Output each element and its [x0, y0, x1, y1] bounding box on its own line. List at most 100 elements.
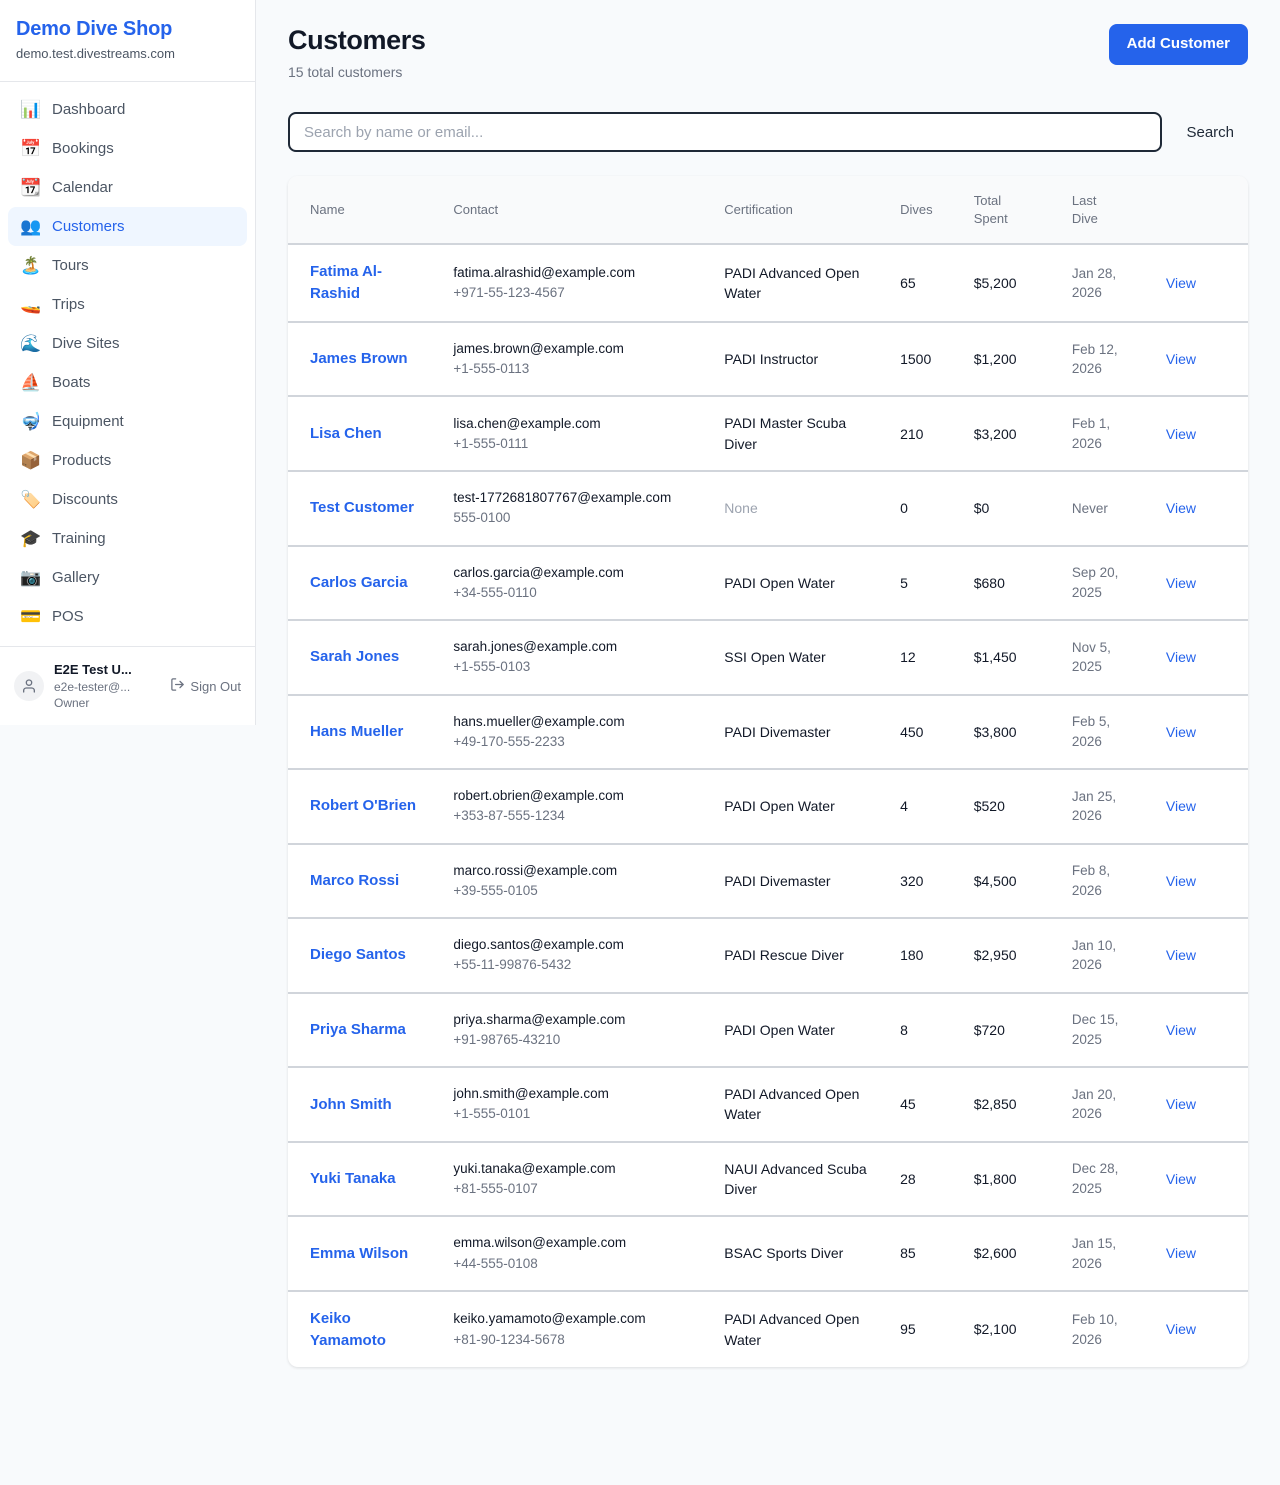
customer-count: 15 total customers: [288, 64, 403, 81]
column-header-last-dive: Last Dive: [1059, 176, 1154, 246]
customer-phone: +49-170-555-2233: [453, 733, 565, 749]
sidebar-item-customers[interactable]: 👥 Customers: [8, 207, 247, 247]
customer-phone: +44-555-0108: [453, 1255, 538, 1271]
customer-name-link[interactable]: Sarah Jones: [310, 648, 400, 666]
view-link[interactable]: View: [1165, 275, 1196, 292]
bar-chart-icon: 📊: [20, 100, 42, 120]
certification-value: PADI Master Scuba Diver: [724, 415, 847, 452]
cell-total-spent: $720: [961, 992, 1060, 1069]
cell-actions: View: [1153, 694, 1248, 771]
sidebar-item-training[interactable]: 🎓 Training: [8, 519, 247, 558]
customer-name-link[interactable]: James Brown: [310, 350, 408, 368]
certification-value: PADI Instructor: [724, 351, 819, 368]
cell-total-spent: $1,200: [961, 321, 1060, 398]
column-header-total-spent: Total Spent: [961, 176, 1060, 246]
cell-contact: john.smith@example.com +1-555-0101: [441, 1067, 713, 1143]
cell-contact: james.brown@example.com +1-555-0113: [441, 321, 713, 398]
cell-last-dive: Never: [1059, 471, 1154, 547]
customer-name-link[interactable]: Yuki Tanaka: [310, 1170, 396, 1188]
customer-name-link[interactable]: Fatima Al-Rashid: [310, 263, 382, 303]
sidebar-item-gallery[interactable]: 📷 Gallery: [8, 558, 247, 597]
view-link[interactable]: View: [1165, 947, 1196, 964]
certification-value: None: [724, 500, 758, 517]
view-link[interactable]: View: [1165, 798, 1196, 815]
cell-name: John Smith: [288, 1067, 442, 1143]
sidebar-nav: 📊 Dashboard 📅 Bookings 📆 Calendar 👥 Customers 🏝️…: [0, 82, 255, 646]
people-icon: 👥: [20, 217, 42, 237]
brand-title: Demo Dive Shop: [16, 18, 173, 40]
view-link[interactable]: View: [1165, 351, 1196, 368]
customer-name-link[interactable]: Test Customer: [310, 499, 414, 517]
view-link[interactable]: View: [1165, 872, 1196, 889]
table-row: Keiko Yamamoto keiko.yamamoto@example.com…: [288, 1291, 1248, 1368]
view-link[interactable]: View: [1165, 574, 1196, 591]
cell-total-spent: $2,600: [961, 1216, 1060, 1292]
sidebar-item-label: Products: [52, 452, 112, 470]
cell-dives: 320: [888, 843, 962, 920]
certification-value: PADI Advanced Open Water: [724, 264, 860, 302]
customers-table: Name Contact Certification Dives Total Spent L…: [288, 176, 1248, 1367]
view-link[interactable]: View: [1165, 1096, 1196, 1113]
cell-last-dive: Feb 12, 2026: [1059, 321, 1154, 398]
sidebar-item-equipment[interactable]: 🤿 Equipment: [8, 402, 247, 441]
table-row: Lisa Chen lisa.chen@example.com +1-555-011…: [288, 396, 1248, 473]
sidebar-item-label: Gallery: [52, 569, 100, 587]
cell-certification: PADI Master Scuba Diver: [712, 396, 889, 473]
column-header-line1: Total: [973, 193, 1002, 209]
customer-name-link[interactable]: Robert O'Brien: [310, 797, 417, 815]
view-link[interactable]: View: [1165, 1245, 1196, 1262]
sidebar-item-label: Discounts: [52, 491, 118, 509]
customer-name-link[interactable]: Priya Sharma: [310, 1020, 406, 1038]
column-header-dives: Dives: [888, 176, 962, 246]
view-link[interactable]: View: [1165, 1321, 1196, 1338]
cell-last-dive: Feb 1, 2026: [1059, 396, 1154, 473]
table-head: Name Contact Certification Dives Total Spent L…: [288, 176, 1248, 246]
certification-value: PADI Divemaster: [724, 723, 831, 740]
cell-contact: test-1772681807767@example.com 555-0100: [441, 471, 713, 547]
customer-name-link[interactable]: Carlos Garcia: [310, 573, 408, 591]
cell-dives: 28: [888, 1141, 962, 1218]
cell-name: Marco Rossi: [288, 843, 442, 920]
search-button[interactable]: Search: [1172, 114, 1248, 151]
add-customer-button[interactable]: Add Customer: [1108, 24, 1248, 65]
sidebar-item-discounts[interactable]: 🏷️ Discounts: [8, 480, 247, 519]
cell-total-spent: $2,850: [961, 1067, 1060, 1143]
sidebar-item-tours[interactable]: 🏝️ Tours: [8, 246, 247, 285]
cell-actions: View: [1153, 244, 1248, 323]
calendar-icon: 📆: [20, 178, 42, 198]
column-header-line2: Spent: [973, 210, 1008, 226]
sidebar-item-label: Customers: [52, 218, 125, 236]
sidebar-item-products[interactable]: 📦 Products: [8, 441, 247, 480]
customer-name-link[interactable]: Marco Rossi: [310, 871, 400, 889]
cell-certification: None: [712, 471, 889, 547]
sidebar-item-dive-sites[interactable]: 🌊 Dive Sites: [8, 324, 247, 363]
view-link[interactable]: View: [1165, 1170, 1196, 1187]
view-link[interactable]: View: [1165, 425, 1196, 442]
customer-name-link[interactable]: Lisa Chen: [310, 424, 382, 442]
view-link[interactable]: View: [1165, 649, 1196, 666]
sidebar-item-pos[interactable]: 💳 POS: [8, 597, 247, 636]
customer-email: marco.rossi@example.com: [453, 862, 618, 878]
customer-name-link[interactable]: Emma Wilson: [310, 1244, 409, 1262]
sidebar-item-boats[interactable]: ⛵ Boats: [8, 363, 247, 402]
cell-contact: priya.sharma@example.com +91-98765-43210: [441, 992, 713, 1069]
sidebar-item-bookings[interactable]: 📅 Bookings: [8, 129, 247, 168]
sidebar-item-dashboard[interactable]: 📊 Dashboard: [8, 90, 247, 129]
sidebar-item-calendar[interactable]: 📆 Calendar: [8, 168, 247, 207]
customer-name-link[interactable]: Keiko Yamamoto: [310, 1309, 386, 1349]
customer-email: robert.obrien@example.com: [453, 788, 624, 804]
table-row: Emma Wilson emma.wilson@example.com +44-55…: [288, 1216, 1248, 1292]
column-header-line1: Dives: [900, 202, 933, 218]
view-link[interactable]: View: [1165, 1021, 1196, 1038]
sign-out-button[interactable]: Sign Out: [170, 677, 241, 695]
customer-name-link[interactable]: Hans Mueller: [310, 722, 404, 740]
search-input[interactable]: [288, 112, 1163, 153]
cell-last-dive: Jan 15, 2026: [1059, 1216, 1154, 1292]
view-link[interactable]: View: [1165, 723, 1196, 740]
customer-name-link[interactable]: Diego Santos: [310, 946, 406, 964]
sidebar-item-trips[interactable]: 🚤 Trips: [8, 285, 247, 324]
sidebar-item-label: Trips: [52, 296, 85, 314]
customer-name-link[interactable]: John Smith: [310, 1095, 392, 1113]
view-link[interactable]: View: [1165, 500, 1196, 517]
customers-table-card: Name Contact Certification Dives Total Spent L…: [288, 176, 1248, 1368]
